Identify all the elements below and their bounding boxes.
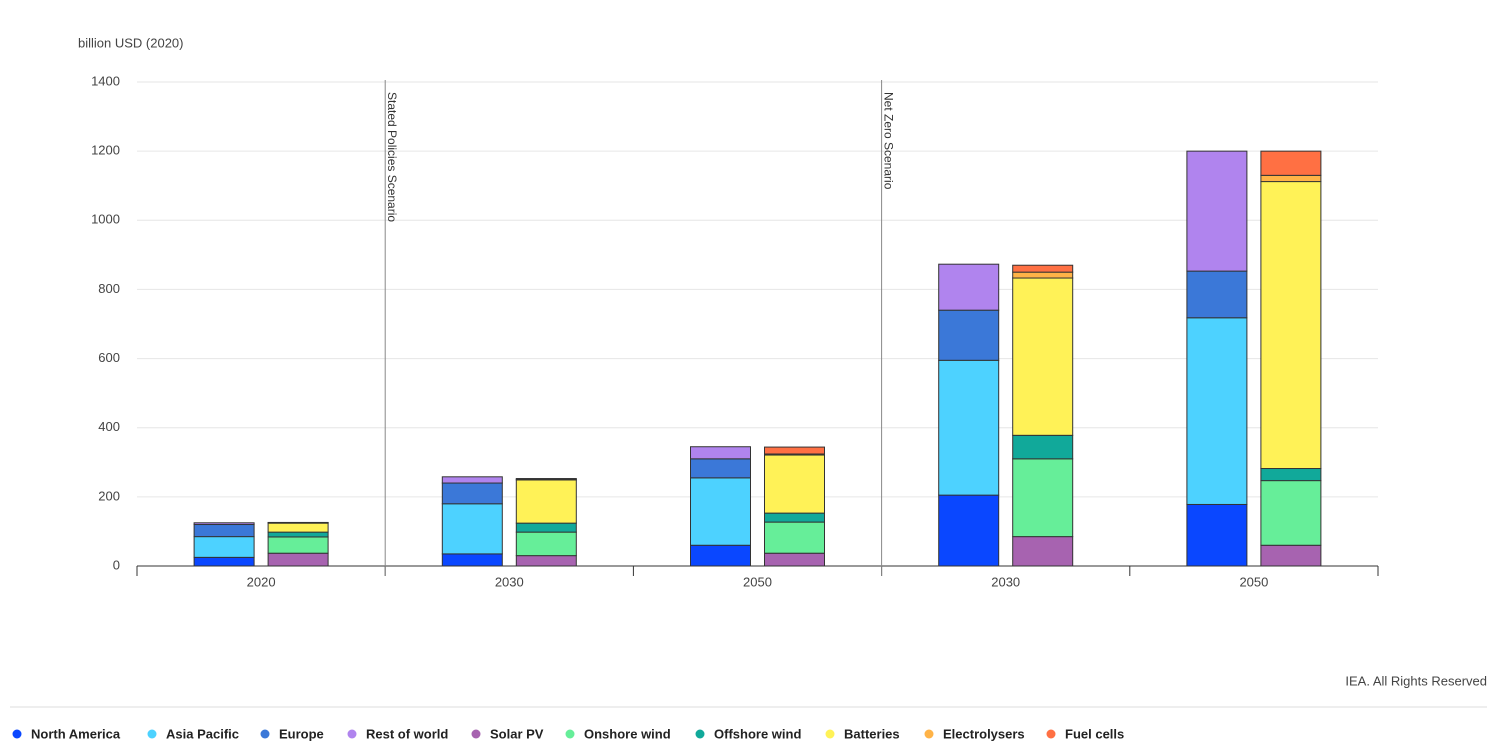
bar-segment <box>938 359 1000 496</box>
x-tick-label: 2050 <box>743 574 772 589</box>
bar-segment <box>267 536 329 554</box>
bar-segment <box>1186 150 1248 272</box>
bar-segment <box>1012 264 1074 273</box>
y-tick-label: 0 <box>113 557 120 572</box>
bar-segment <box>441 553 503 567</box>
y-tick-label: 1400 <box>91 73 120 88</box>
legend-marker <box>565 729 575 739</box>
bar-segment <box>193 536 255 558</box>
bar-segment <box>690 544 751 567</box>
y-tick-label: 800 <box>98 281 120 296</box>
x-tick-label: 2030 <box>991 574 1020 589</box>
bar-segment <box>267 522 329 533</box>
legend-label: Onshore wind <box>584 726 671 741</box>
bar-segment <box>193 524 255 538</box>
bar-segment <box>1012 458 1074 538</box>
bar-segment <box>764 521 825 554</box>
x-tick-label: 2020 <box>247 574 276 589</box>
y-tick-label: 600 <box>98 350 120 365</box>
y-tick-label: 400 <box>98 419 120 434</box>
scenario-label: Stated Policies Scenario <box>385 92 399 222</box>
bar-segment <box>267 531 329 538</box>
legend-marker <box>825 729 835 739</box>
legend-marker <box>147 729 157 739</box>
legend-label: Batteries <box>844 726 900 741</box>
bar-segment <box>1186 270 1248 319</box>
bar-segment <box>764 454 825 514</box>
legend-marker <box>471 729 481 739</box>
bar-segment <box>267 552 329 567</box>
bar-segment <box>764 446 825 455</box>
x-tick-label: 2050 <box>1239 574 1268 589</box>
bar-segment <box>515 478 577 480</box>
legend-marker <box>12 729 22 739</box>
bar-segment <box>441 482 503 505</box>
bar-segment <box>193 556 255 567</box>
bar-segment <box>1186 503 1248 567</box>
bar-segment <box>938 263 1000 311</box>
bar-segment <box>690 446 751 460</box>
bar-segment <box>1012 434 1074 460</box>
bar-segment <box>193 522 255 526</box>
legend-marker <box>1046 729 1056 739</box>
bar-segment <box>1260 181 1322 470</box>
bar-segment <box>1260 480 1322 546</box>
bar-segment <box>764 552 825 567</box>
bar-segment <box>515 555 577 567</box>
bar-segment <box>515 522 577 533</box>
legend-label: Asia Pacific <box>166 726 239 741</box>
bar-segment <box>1260 468 1322 482</box>
source-note: IEA. All Rights Reserved <box>1345 673 1487 688</box>
bar-segment <box>1260 544 1322 567</box>
legend-label: North America <box>31 726 121 741</box>
scenario-label: Net Zero Scenario <box>881 92 895 190</box>
bar-segment <box>1012 536 1074 567</box>
bar-segment <box>441 476 503 484</box>
bar-segment <box>1012 277 1074 436</box>
y-tick-label: 1200 <box>91 143 120 158</box>
legend-label: Offshore wind <box>714 726 801 741</box>
bar-segment <box>1260 174 1322 183</box>
bar-segment <box>764 512 825 523</box>
bar-segment <box>1186 317 1248 505</box>
legend-label: Electrolysers <box>943 726 1025 741</box>
legend-label: Rest of world <box>366 726 448 741</box>
bar-segment <box>1260 150 1322 176</box>
legend-label: Fuel cells <box>1065 726 1124 741</box>
bar-segment <box>938 494 1000 567</box>
y-tick-label: 1000 <box>91 212 120 227</box>
bar-segment <box>690 477 751 546</box>
legend-marker <box>695 729 705 739</box>
bar-segment <box>1012 271 1074 279</box>
x-tick-label: 2030 <box>495 574 524 589</box>
bar-segment <box>515 531 577 557</box>
y-tick-label: 200 <box>98 488 120 503</box>
legend-label: Solar PV <box>490 726 544 741</box>
bar-segment <box>938 309 1000 361</box>
y-axis-label: billion USD (2020) <box>78 35 184 50</box>
bar-segment <box>441 503 503 555</box>
legend-marker <box>260 729 270 739</box>
bar-segment <box>515 479 577 524</box>
legend-marker <box>347 729 357 739</box>
bar-segment <box>690 458 751 479</box>
legend-label: Europe <box>279 726 324 741</box>
legend-marker <box>924 729 934 739</box>
